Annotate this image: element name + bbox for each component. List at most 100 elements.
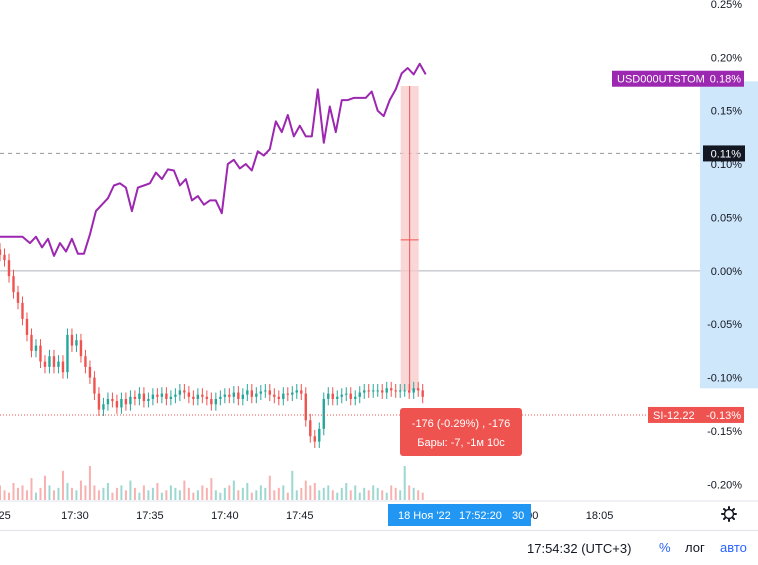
candle-body [183,390,186,393]
y-tick-label: -0.10% [707,373,742,385]
x-tick-label: 17:40 [211,510,239,522]
y-tick-label: -0.20% [707,479,742,491]
volume-bar [300,487,303,500]
volume-bar [151,487,154,500]
candle-body [304,393,307,421]
candle-body [250,390,254,397]
volume-bar [237,490,240,500]
volume-bar [133,487,136,500]
candle-body [367,390,370,392]
volume-bar [178,490,181,500]
candle-body [327,393,330,399]
candle-body [165,393,168,399]
volume-bar [246,483,249,500]
volume-bar [309,485,312,500]
volume-bar [417,490,420,500]
candle-body [160,393,164,397]
volume-bar [255,490,258,500]
volume-bar [192,492,195,500]
candle-body [39,345,42,362]
volume-bar [403,466,406,500]
volume-bar [102,487,105,500]
candle-body [286,393,289,395]
volume-bar [75,490,78,500]
volume-bar [264,487,267,500]
volume-bar [165,490,168,500]
volume-bar [345,483,348,500]
candle-body [30,334,33,351]
candle-body [174,394,177,397]
volume-bar [169,485,172,500]
y-tick-label: 0.05% [711,212,742,224]
auto-scale-button[interactable]: авто [720,540,747,555]
x-tick-label: 7:25 [0,510,11,522]
candle-body [3,254,6,261]
candle-body [34,345,38,351]
candle-body [246,390,249,395]
volume-bar [421,492,424,500]
candle-body [97,393,101,410]
candle-body [340,394,343,397]
volume-bar [93,485,96,500]
volume-bar [129,480,132,500]
volume-bar [250,492,253,500]
settings-gear-icon[interactable] [721,506,737,522]
candle-body [102,404,105,410]
candle-body [255,393,258,397]
x-tick-label: 17:30 [61,510,89,522]
x-tick-label: 17:35 [136,510,164,522]
timezone-clock[interactable]: 17:54:32 (UTC+3) [527,541,632,556]
candle-body [70,334,74,346]
volume-bar [183,480,186,500]
candle-body [169,396,173,399]
volume-bar [21,485,24,500]
si-last-value: -0.13% [706,410,741,422]
volume-bar [124,490,127,500]
line-series [0,62,427,257]
candle-body [385,388,388,393]
volume-bar [111,492,114,500]
volume-bar [16,487,19,500]
candle-body [192,396,195,399]
log-scale-button[interactable]: лог [685,540,705,555]
candle-body [349,393,352,399]
candle-body [133,396,137,399]
candle-body [421,390,424,397]
volume-bar [43,475,46,500]
percent-scale-button[interactable]: % [659,540,671,555]
candle-body [394,390,397,392]
candle-body [48,356,51,367]
candle-body [16,292,20,303]
volume-bar [25,490,28,500]
candle-body [151,394,155,399]
volume-bar [340,487,343,500]
volume-bar [174,487,177,500]
candle-body [0,249,2,255]
candle-body [291,392,294,395]
volume-bar [210,478,213,500]
candle-body [142,393,146,402]
candle-body [52,356,56,367]
candle-body [313,436,316,442]
candle-body [322,398,325,429]
candle-body [295,390,298,393]
candle-body [259,391,263,394]
candle-body [358,392,361,397]
candle-body [390,388,393,391]
measure-tooltip-box [400,408,522,456]
volume-bar [228,485,231,500]
volume-bar [408,485,411,500]
volume-bar [295,490,298,500]
candle-body [7,260,11,277]
crosshair-time-label: 17:52:20 [459,510,502,522]
volume-bar [282,485,285,500]
volume-bar [268,475,271,500]
candle-body [381,390,384,393]
candle-body [232,392,236,397]
measure-tooltip-line1: -176 (-0.29%) , -176 [412,418,510,430]
candle-body [205,396,209,399]
candle-body [111,398,114,402]
usd-line [0,62,427,257]
